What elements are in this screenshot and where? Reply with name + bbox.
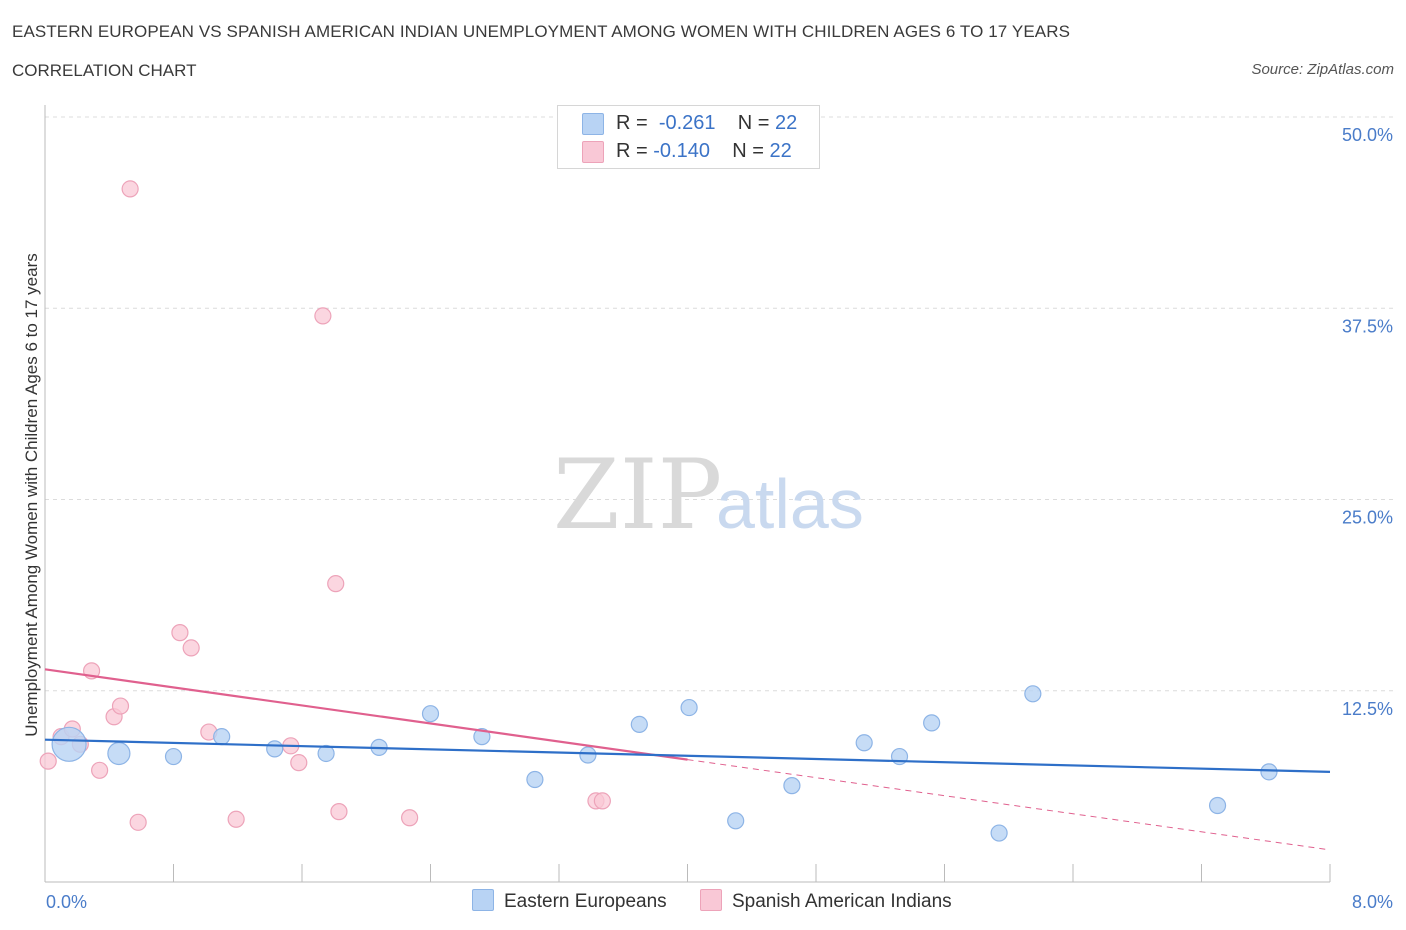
data-point-spanish-american-indians <box>314 307 332 325</box>
y-tick-label: 12.5% <box>1342 699 1393 719</box>
data-point-eastern-europeans <box>855 734 873 752</box>
legend-label-eastern-europeans: Eastern Europeans <box>504 891 667 912</box>
legend-n-label: N = <box>737 112 770 134</box>
legend-swatch-pink <box>699 889 722 911</box>
data-point-eastern-europeans <box>317 744 335 763</box>
legend-swatch-blue <box>582 112 604 135</box>
legend-r-label: R = <box>616 112 648 134</box>
data-point-eastern-europeans <box>680 698 698 717</box>
legend-n-value: 22 <box>769 140 792 162</box>
correlation-legend: R = -0.261 N = 22 R = -0.140 N = 22 <box>557 105 820 169</box>
legend-label-spanish-american-indians: Spanish American Indians <box>731 891 952 912</box>
data-point-spanish-american-indians <box>111 697 130 715</box>
data-point-eastern-europeans <box>579 746 597 764</box>
watermark-zip: ZIP <box>553 439 722 551</box>
legend-n-value: 22 <box>775 112 798 134</box>
data-point-eastern-europeans <box>51 726 87 762</box>
legend-r-label: R = <box>616 140 648 162</box>
data-point-eastern-europeans <box>1208 796 1227 815</box>
legend-r-value: -0.140 <box>653 140 710 162</box>
data-point-eastern-europeans <box>213 728 231 746</box>
y-axis-label: Unemployment Among Women with Children A… <box>22 253 41 737</box>
legend-row-eastern-europeans: R = -0.261 N = 22 <box>582 112 797 138</box>
legend-r-value: -0.261 <box>658 112 716 134</box>
trend-lines <box>44 668 1331 851</box>
data-point-eastern-europeans <box>990 824 1008 842</box>
watermark: ZIP atlas <box>553 439 864 551</box>
data-point-eastern-europeans <box>923 714 941 732</box>
axes <box>44 105 1331 883</box>
source-label: Source: ZipAtlas.com <box>1251 61 1394 78</box>
data-point-spanish-american-indians <box>121 180 139 198</box>
data-point-spanish-american-indians <box>327 575 345 593</box>
data-point-eastern-europeans <box>1260 763 1278 781</box>
data-point-eastern-europeans <box>164 747 183 766</box>
data-point-eastern-europeans <box>107 741 131 766</box>
data-point-eastern-europeans <box>266 740 284 758</box>
trend-line-spanish-american-indians <box>44 668 688 761</box>
data-point-spanish-american-indians <box>182 639 200 657</box>
data-point-spanish-american-indians <box>129 813 147 831</box>
y-tick-label: 25.0% <box>1342 508 1393 528</box>
x-tick-label: 8.0% <box>1352 892 1393 912</box>
y-tick-label: 50.0% <box>1342 125 1393 145</box>
x-tick-label: 0.0% <box>46 892 87 912</box>
data-point-eastern-europeans <box>1024 685 1042 703</box>
legend-item-spanish-american-indians: Spanish American Indians <box>699 889 952 913</box>
data-point-spanish-american-indians <box>91 761 109 779</box>
trend-line-eastern-europeans <box>44 738 1331 773</box>
data-point-eastern-europeans <box>526 770 544 789</box>
data-point-spanish-american-indians <box>330 803 348 821</box>
data-point-spanish-american-indians <box>171 624 189 642</box>
data-point-spanish-american-indians <box>227 810 245 828</box>
data-point-eastern-europeans <box>473 728 491 746</box>
chart-subtitle: CORRELATION CHART <box>12 61 197 80</box>
legend-swatch-pink <box>582 140 604 163</box>
trend-line-spanish-american-indians-extension <box>687 759 1331 851</box>
data-point-eastern-europeans <box>630 715 648 734</box>
chart-title: EASTERN EUROPEAN VS SPANISH AMERICAN IND… <box>12 22 1071 41</box>
gridlines <box>45 116 1395 692</box>
data-point-spanish-american-indians <box>290 754 308 772</box>
y-tick-labels: 12.5% 25.0% 37.5% 50.0% <box>1342 125 1393 719</box>
y-tick-label: 37.5% <box>1342 316 1393 336</box>
series-legend: Eastern Europeans Spanish American India… <box>472 889 980 913</box>
legend-item-eastern-europeans: Eastern Europeans <box>472 889 667 913</box>
legend-swatch-blue <box>472 889 494 911</box>
data-point-eastern-europeans <box>727 812 745 830</box>
legend-row-spanish-american-indians: R = -0.140 N = 22 <box>582 140 792 166</box>
series-spanish-american-indians <box>39 180 611 831</box>
data-point-spanish-american-indians <box>401 809 419 827</box>
watermark-atlas: atlas <box>716 465 864 543</box>
legend-n-label: N = <box>732 140 764 162</box>
x-tick-labels: 0.0% 8.0% <box>46 892 1393 912</box>
data-point-eastern-europeans <box>421 705 440 723</box>
data-point-eastern-europeans <box>783 777 801 795</box>
data-point-spanish-american-indians <box>593 792 611 810</box>
data-point-spanish-american-indians <box>39 752 57 770</box>
series-eastern-europeans <box>51 685 1278 842</box>
